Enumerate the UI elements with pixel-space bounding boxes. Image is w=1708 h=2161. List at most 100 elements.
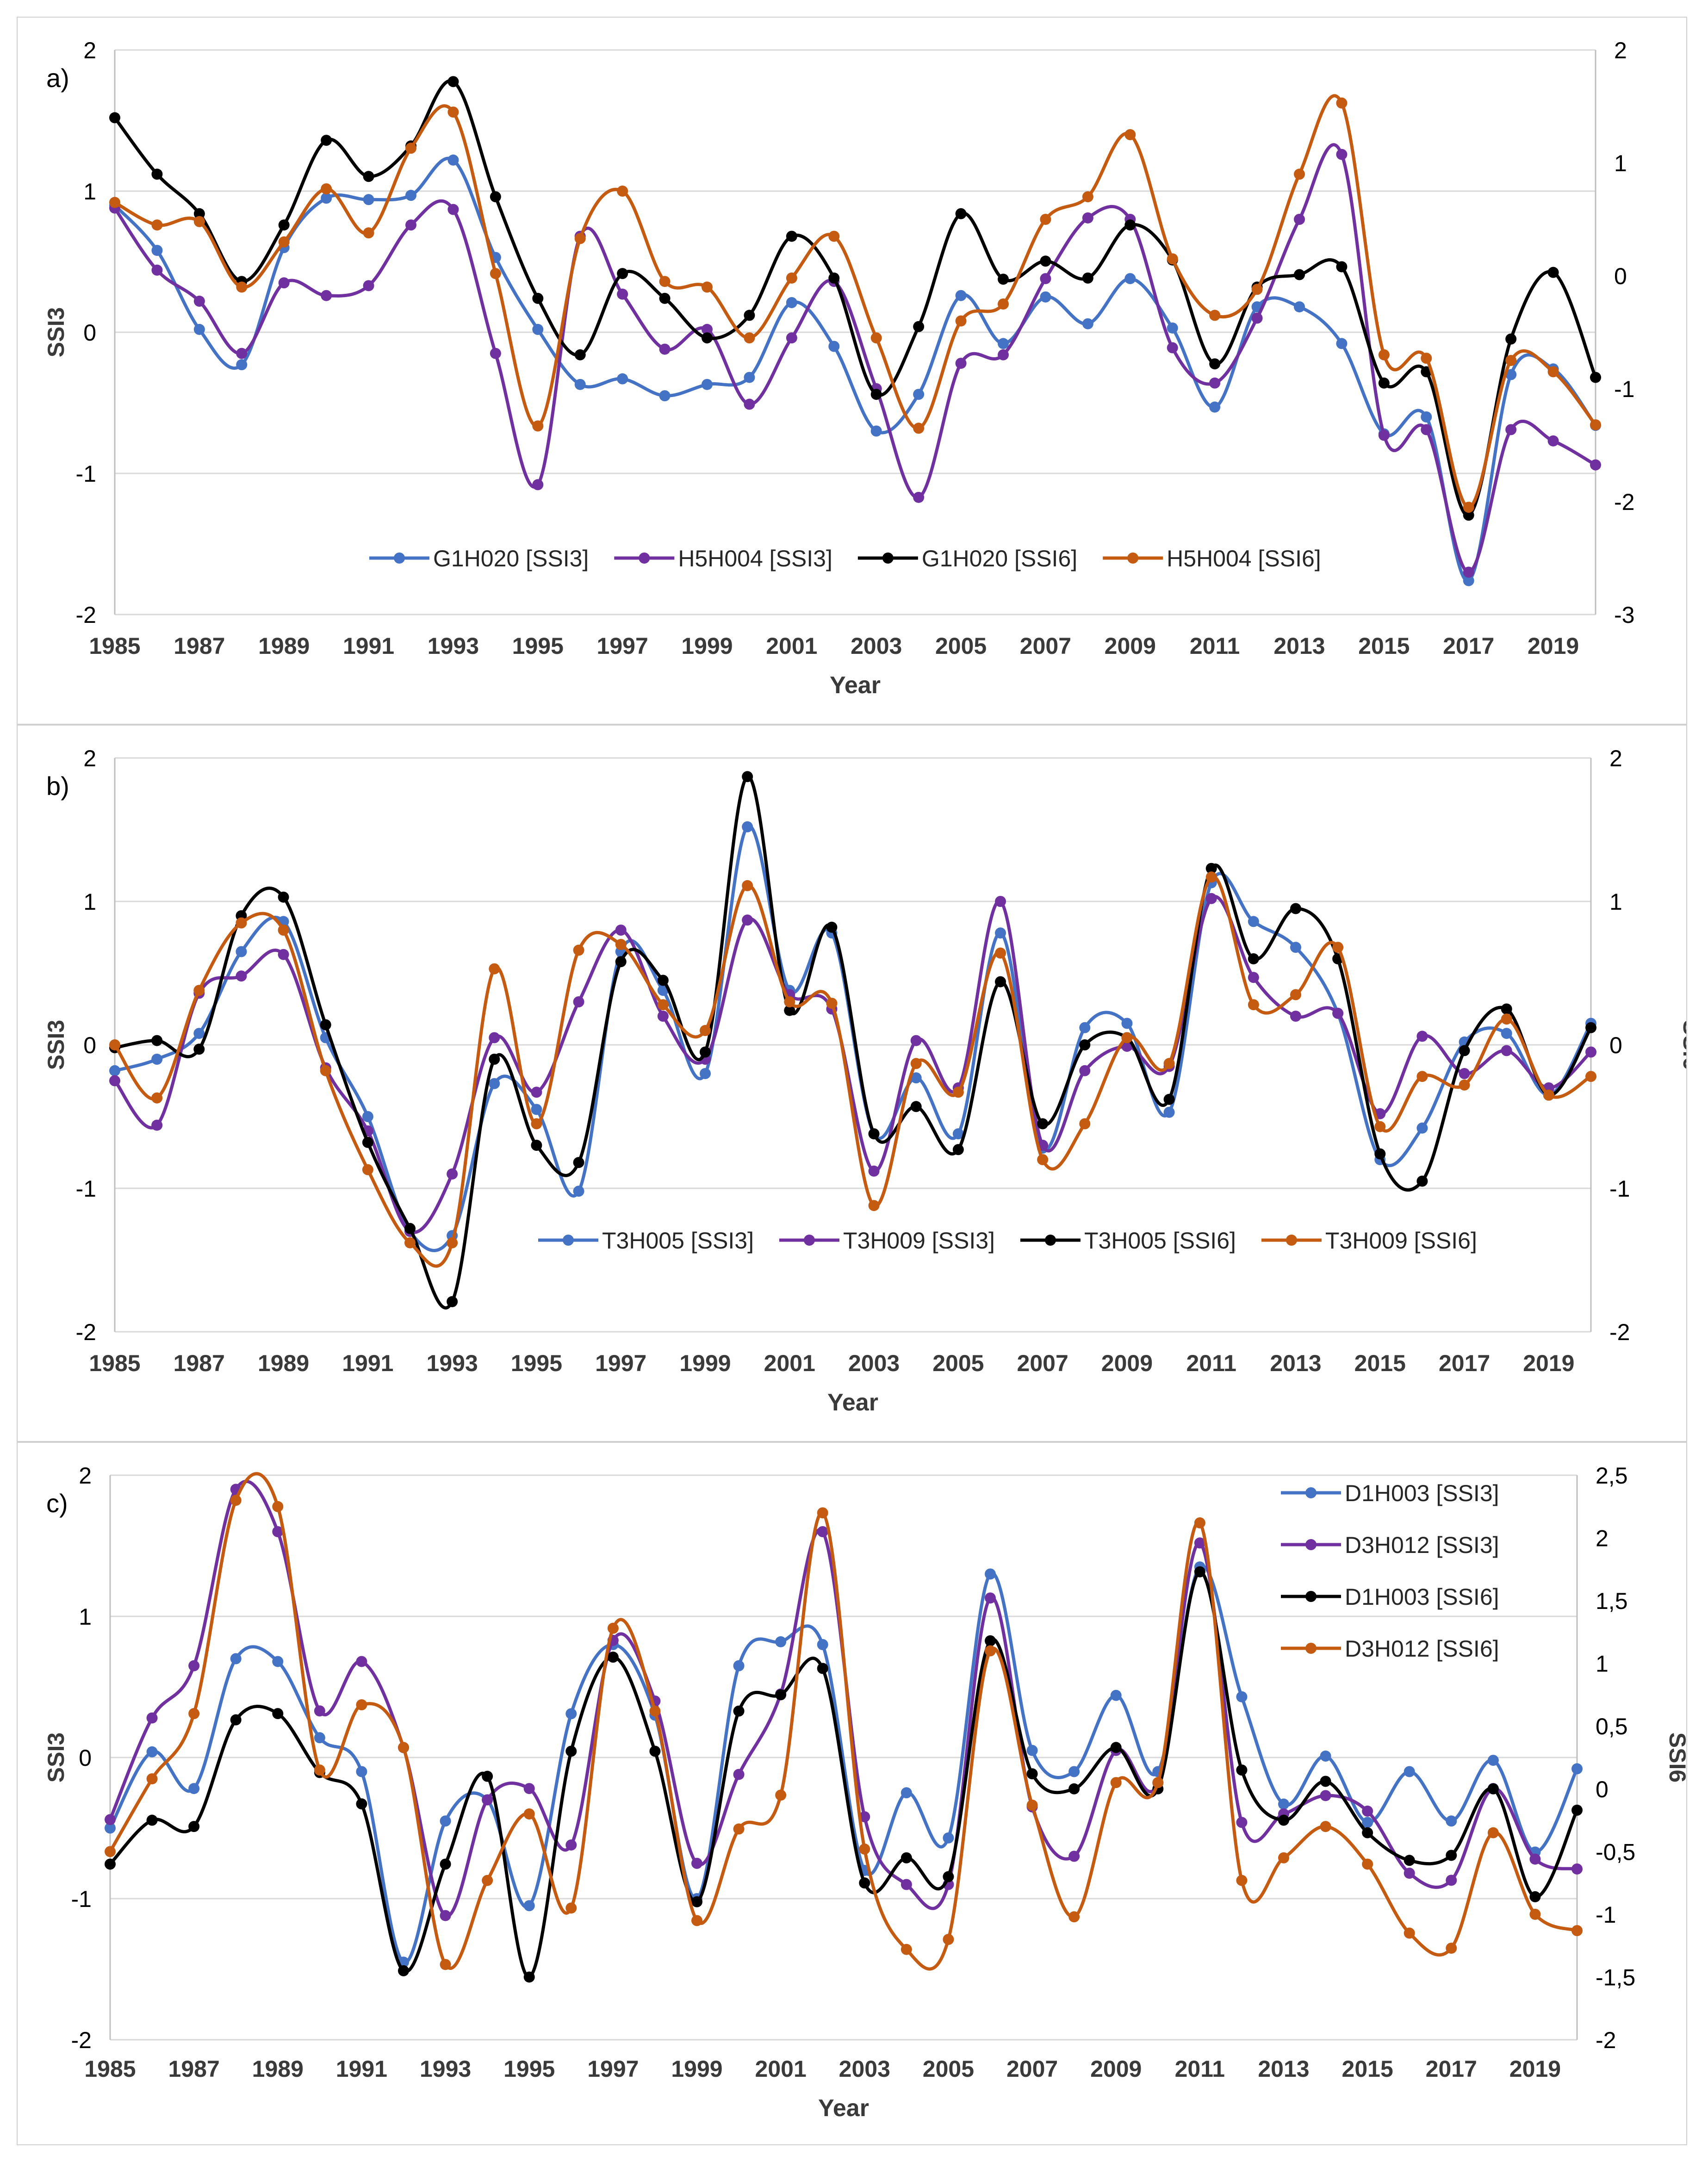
data-point (230, 1714, 242, 1726)
data-point (1590, 459, 1601, 471)
data-point (1529, 1908, 1541, 1920)
series-4 (109, 871, 1596, 1268)
data-point (1205, 863, 1217, 874)
data-point (151, 1054, 163, 1065)
data-point (1248, 953, 1259, 964)
data-point (868, 1200, 880, 1211)
data-point (649, 1705, 661, 1717)
data-point (1026, 1768, 1038, 1780)
x-tick-label: 2017 (1426, 2056, 1477, 2082)
legend: G1H020 [SSI3] H5H004 [SSI3] G1H020 [SSI6] H… (369, 546, 1321, 571)
data-point (573, 1157, 584, 1168)
data-point (109, 1039, 120, 1050)
data-point (657, 999, 669, 1011)
data-point (321, 183, 332, 195)
data-point (1167, 253, 1178, 265)
data-point (913, 422, 925, 434)
data-point (691, 1857, 702, 1869)
data-point (188, 1821, 200, 1832)
y2-tick-label: -1,5 (1596, 1964, 1635, 1990)
data-point (1374, 1121, 1386, 1132)
y2-tick-label: 0 (1596, 1776, 1609, 1802)
data-point (236, 281, 248, 293)
data-point (952, 1087, 964, 1098)
data-point (1362, 1827, 1373, 1838)
data-point (565, 1745, 577, 1757)
data-point (1416, 1031, 1428, 1042)
data-point (657, 1011, 669, 1022)
data-point (826, 921, 838, 933)
data-point (193, 208, 205, 219)
data-point (321, 290, 332, 301)
data-point (1547, 435, 1559, 447)
series-line (113, 875, 1592, 1268)
data-point (659, 343, 671, 355)
data-point (532, 479, 544, 491)
x-tick-label: 2003 (851, 633, 902, 659)
data-point (1278, 1852, 1289, 1863)
data-point (1079, 1039, 1091, 1050)
data-point (523, 1900, 535, 1912)
data-point (523, 1808, 535, 1819)
data-point (859, 1877, 870, 1889)
data-point (565, 1708, 577, 1720)
data-point (314, 1705, 325, 1717)
data-point (1332, 1007, 1344, 1019)
data-point (1547, 267, 1559, 278)
data-point (1294, 214, 1305, 225)
data-point (870, 332, 882, 344)
data-point (1585, 1071, 1596, 1082)
series-3 (105, 1566, 1583, 1983)
data-point (1121, 1018, 1133, 1029)
data-point (482, 1875, 493, 1886)
data-point (1248, 999, 1259, 1011)
data-point (447, 106, 459, 118)
data-point (1040, 214, 1051, 225)
data-point (1416, 1175, 1428, 1187)
y2-tick-label: -2 (1609, 1319, 1630, 1345)
data-point (278, 236, 290, 248)
data-point (1571, 1863, 1583, 1875)
data-point (109, 1075, 120, 1087)
data-point (1590, 372, 1601, 383)
x-tick-label: 2001 (764, 1350, 815, 1376)
y2-tick-label: 2 (1614, 37, 1627, 63)
panel-label: c) (46, 1489, 68, 1518)
data-point (1421, 353, 1432, 364)
series-line (114, 94, 1597, 509)
data-point (1205, 893, 1217, 904)
data-point (105, 1822, 116, 1834)
data-point (1362, 1858, 1373, 1870)
x-tick-label: 2007 (1020, 633, 1071, 659)
data-point (733, 1769, 745, 1780)
data-point (775, 1636, 787, 1647)
data-point (574, 233, 586, 244)
data-point (817, 1639, 828, 1650)
data-point (1236, 1875, 1248, 1886)
data-point (151, 219, 163, 231)
data-point (1236, 1691, 1248, 1702)
data-point (1194, 1566, 1205, 1577)
data-point (356, 1699, 367, 1711)
data-point (1505, 369, 1517, 380)
x-tick-label: 2013 (1258, 2056, 1309, 2082)
x-tick-label: 1991 (342, 1350, 393, 1376)
data-point (532, 323, 544, 335)
data-point (278, 219, 290, 231)
y2-tick-label: -0,5 (1596, 1839, 1635, 1865)
legend-marker (1127, 553, 1139, 564)
data-point (1110, 1777, 1122, 1788)
data-point (188, 1708, 200, 1720)
data-point (1446, 1815, 1457, 1827)
y2-tick-label: -1 (1609, 1176, 1630, 1202)
legend-label: T3H005 [SSI3] (602, 1228, 754, 1254)
data-point (489, 1032, 500, 1043)
data-point (955, 290, 967, 301)
data-point (1124, 129, 1136, 140)
x-tick-label: 2013 (1273, 633, 1325, 659)
data-point (531, 1087, 542, 1098)
data-point (702, 332, 713, 344)
legend-label: T3H009 [SSI3] (843, 1228, 995, 1254)
data-point (523, 1783, 535, 1795)
series-1 (109, 154, 1601, 586)
